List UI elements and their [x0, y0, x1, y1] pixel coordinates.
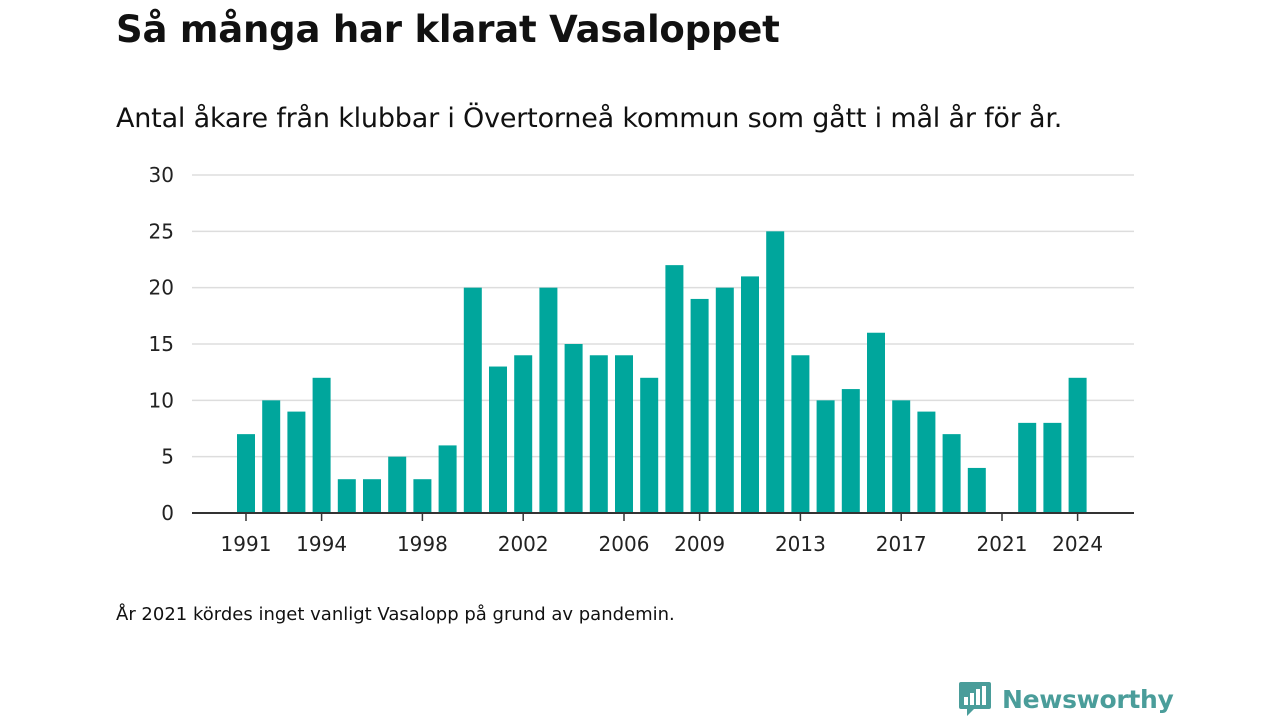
bar-2008	[665, 265, 684, 513]
gridlines	[192, 174, 1134, 458]
x-tick-label: 2002	[498, 532, 549, 556]
bar-1994	[312, 377, 331, 513]
bar-2017	[892, 400, 911, 513]
bar-2013	[791, 355, 810, 513]
bar-1991	[237, 434, 255, 513]
bar-2002	[514, 355, 533, 513]
bar-2024	[1068, 377, 1087, 513]
x-tick-label: 2013	[775, 532, 826, 556]
footnote: År 2021 kördes inget vanligt Vasalopp på…	[116, 604, 675, 625]
x-axis	[192, 512, 1134, 521]
newsworthy-logo-icon	[959, 682, 991, 716]
bar-1997	[388, 456, 407, 513]
chart-title: Så många har klarat Vasaloppet	[116, 8, 780, 51]
bar-2012	[766, 231, 785, 514]
x-tick-label: 1998	[397, 532, 448, 556]
x-axis-tick-labels: 1991 1994 1998 2002 2006 2009 2013 2017 2021 2024	[221, 532, 1104, 556]
bar-1999	[438, 445, 457, 513]
bar-2023	[1043, 422, 1062, 513]
bar-2001	[489, 366, 507, 513]
x-tick-label: 1991	[221, 532, 272, 556]
bar-2014	[816, 400, 835, 513]
y-axis-tick-labels: 0 5 10 15 20 25 30	[149, 163, 174, 525]
bar-2022	[1018, 422, 1037, 513]
x-tick-label: 2006	[599, 532, 650, 556]
y-tick-label: 5	[161, 445, 174, 469]
bar-2007	[640, 377, 659, 513]
bar-1998	[413, 479, 432, 513]
bar-2000	[463, 287, 482, 513]
bar-2010	[715, 287, 734, 513]
bar-chart: 0 5 10 15 20 25 30 1991 1994 1998 2002 2006 2009 201…	[149, 163, 1134, 556]
y-tick-label: 15	[149, 332, 174, 356]
bar-2019	[942, 434, 961, 513]
bar-2018	[917, 411, 936, 513]
bar-2009	[690, 298, 709, 513]
y-tick-label: 25	[149, 219, 174, 243]
bars	[237, 231, 1087, 514]
bar-2005	[589, 355, 608, 513]
bar-2016	[867, 332, 885, 513]
y-tick-label: 30	[149, 163, 174, 187]
bar-2003	[539, 287, 558, 513]
brand-name: Newsworthy	[1002, 684, 1174, 714]
y-tick-label: 10	[149, 388, 174, 412]
brand-logo: Newsworthy	[958, 680, 1174, 718]
x-tick-label: 2017	[876, 532, 927, 556]
y-tick-label: 20	[149, 276, 174, 300]
bar-1995	[337, 479, 356, 513]
bar-2006	[615, 355, 633, 513]
bar-2015	[841, 389, 860, 513]
bar-1996	[363, 479, 381, 513]
y-tick-label: 0	[161, 501, 174, 525]
bar-1993	[287, 411, 306, 513]
x-tick-label: 2021	[977, 532, 1028, 556]
bar-2011	[741, 276, 759, 513]
bar-2020	[967, 467, 986, 513]
chart-subtitle: Antal åkare från klubbar i Övertorneå ko…	[116, 103, 1063, 134]
x-tick-label: 2024	[1052, 532, 1103, 556]
bar-1992	[262, 400, 281, 513]
x-tick-label: 1994	[296, 532, 347, 556]
bar-2004	[564, 344, 583, 513]
x-tick-label: 2009	[674, 532, 725, 556]
